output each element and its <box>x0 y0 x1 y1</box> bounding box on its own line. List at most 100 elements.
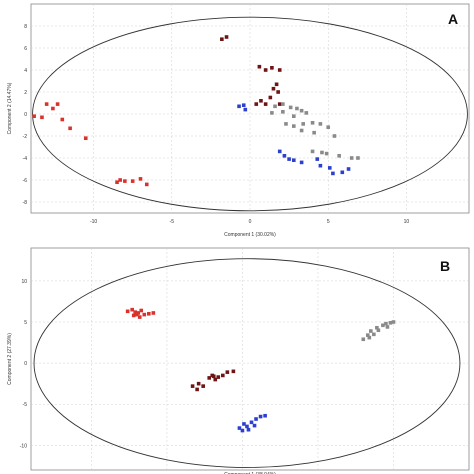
data-point <box>246 427 251 432</box>
data-point <box>243 107 248 112</box>
data-point <box>299 160 304 165</box>
data-point <box>139 308 144 313</box>
data-point <box>242 422 246 426</box>
confidence-ellipse <box>32 16 468 212</box>
y-tick-label: -2 <box>23 134 28 140</box>
data-point <box>225 370 230 374</box>
x-tick-label: -10 <box>90 219 97 225</box>
data-point <box>388 321 393 325</box>
data-point <box>372 332 376 337</box>
data-point <box>240 428 245 433</box>
data-point <box>318 163 323 168</box>
data-point <box>310 121 315 125</box>
y-tick-label: 4 <box>24 68 27 74</box>
data-point <box>137 315 142 319</box>
data-point <box>130 179 135 183</box>
data-point <box>326 125 331 129</box>
data-point <box>224 35 229 39</box>
data-point <box>133 310 138 314</box>
y-tick-label: -4 <box>23 156 28 162</box>
x-tick-label: 0 <box>249 219 252 225</box>
data-point <box>68 126 72 131</box>
data-point <box>375 325 379 330</box>
data-point <box>369 329 373 333</box>
y-tick-label: 0 <box>24 361 27 367</box>
y-tick-label: -6 <box>23 178 28 184</box>
data-point <box>292 114 296 118</box>
data-point <box>287 157 291 161</box>
data-point <box>220 37 224 41</box>
data-point <box>221 373 225 378</box>
data-point <box>376 328 381 333</box>
data-point <box>259 99 263 103</box>
data-point <box>312 130 316 135</box>
data-point <box>292 158 296 162</box>
data-point <box>281 110 285 114</box>
data-point <box>130 307 134 312</box>
data-point <box>134 312 139 317</box>
data-point <box>210 373 215 378</box>
data-point <box>391 320 396 324</box>
data-point <box>277 149 282 154</box>
data-point <box>254 102 259 106</box>
data-point <box>288 105 293 110</box>
data-point <box>263 68 268 72</box>
data-point <box>337 154 341 158</box>
data-point <box>268 95 273 100</box>
data-point <box>281 102 285 106</box>
data-point <box>249 420 254 425</box>
y-axis-label: Component 2 (27.39%) <box>7 333 13 385</box>
data-point <box>315 157 320 161</box>
data-point <box>147 311 151 316</box>
data-point <box>125 309 130 314</box>
data-point <box>138 177 143 181</box>
data-point <box>324 151 329 156</box>
data-point <box>252 423 257 428</box>
y-axis-label: Component 2 (14.47%) <box>7 82 13 134</box>
data-point <box>270 66 274 70</box>
data-point <box>273 104 277 109</box>
data-point <box>320 150 324 155</box>
x-axis-label: Component 1 (30.02%) <box>224 232 276 238</box>
data-point <box>304 111 309 115</box>
data-point <box>142 312 147 317</box>
data-point <box>144 182 149 187</box>
data-point <box>276 90 280 94</box>
data-point <box>381 323 385 328</box>
data-point <box>44 102 49 106</box>
data-point <box>385 325 390 329</box>
data-point <box>32 114 36 118</box>
data-point <box>60 117 65 122</box>
data-point <box>299 128 304 133</box>
data-point <box>55 102 60 106</box>
data-point <box>83 136 88 140</box>
data-point <box>277 102 282 106</box>
data-point <box>207 376 212 380</box>
data-point <box>190 384 195 388</box>
y-tick-label: 6 <box>24 46 27 52</box>
panel-letter: A <box>448 11 458 27</box>
plot-frame <box>30 247 470 471</box>
data-point <box>292 124 296 128</box>
data-point <box>115 180 119 184</box>
data-point <box>231 369 236 374</box>
data-point <box>331 171 335 176</box>
data-point <box>151 311 156 315</box>
data-point <box>201 384 205 388</box>
data-point <box>254 417 258 421</box>
data-point <box>301 122 305 126</box>
data-point <box>299 108 304 113</box>
x-axis-label: Component 1 (38.04%) <box>224 472 276 474</box>
x-tick-label: 5 <box>327 219 330 225</box>
data-point <box>123 179 127 183</box>
data-point <box>263 413 267 418</box>
x-tick-label: -5 <box>170 219 175 225</box>
y-tick-label: 10 <box>21 279 27 285</box>
y-tick-label: 0 <box>24 112 27 118</box>
y-tick-label: -8 <box>23 200 28 206</box>
y-tick-label: -10 <box>20 443 27 449</box>
data-point <box>282 154 287 158</box>
panel-letter: B <box>440 258 450 274</box>
panel-a: -10 -5 0 5 10 8 6 4 2 0 -2 -4 -6 -8 Component 1 (30.02… <box>7 3 470 238</box>
data-point <box>245 424 249 429</box>
